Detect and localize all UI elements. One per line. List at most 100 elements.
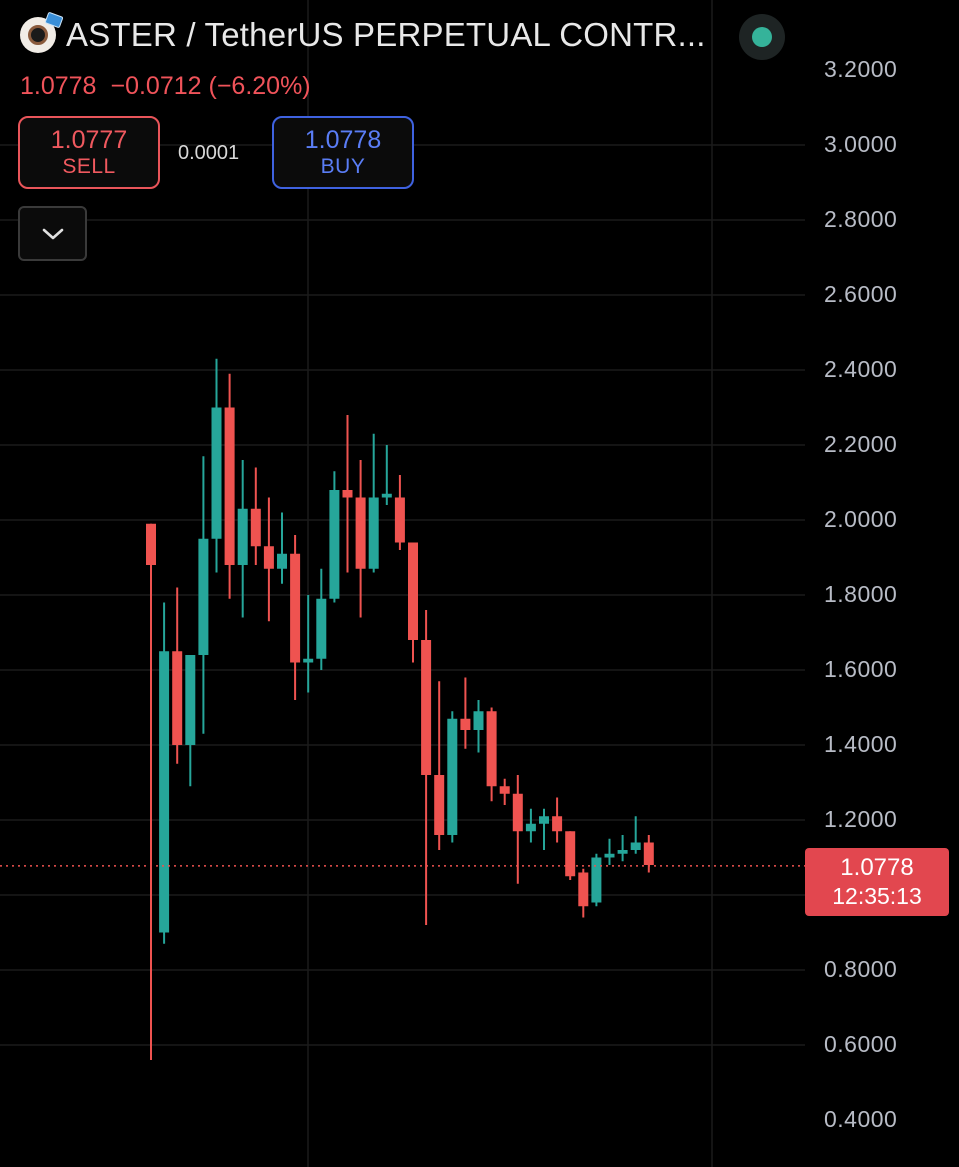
price-axis-label: 2.2000	[824, 431, 898, 457]
candle[interactable]	[630, 816, 641, 854]
collapse-button[interactable]	[18, 206, 87, 261]
candle[interactable]	[525, 808, 536, 843]
candle[interactable]	[512, 775, 523, 884]
candle-body	[604, 853, 615, 858]
candle[interactable]	[643, 835, 654, 873]
candle-body	[316, 598, 327, 659]
candle[interactable]	[447, 711, 458, 843]
price-axis-label: 2.6000	[824, 281, 898, 307]
price-axis-label: 3.2000	[824, 56, 898, 82]
candle-body	[303, 658, 314, 663]
price-axis-label: 2.8000	[824, 206, 898, 232]
symbol-header[interactable]: ASTER / TetherUS PERPETUAL CONTR...	[20, 11, 706, 54]
sell-button[interactable]: 1.0777 SELL	[18, 116, 160, 189]
candle-body	[447, 718, 458, 835]
candle-body	[368, 497, 379, 569]
last-price: 1.0778	[20, 72, 97, 100]
price-axis-label: 1.8000	[824, 581, 898, 607]
candle-body	[643, 842, 654, 865]
candle-body	[342, 490, 353, 498]
price-change-line: 1.0778 −0.0712 (−6.20%)	[20, 72, 311, 101]
candle-body	[539, 816, 549, 824]
candle[interactable]	[250, 467, 261, 566]
price-axis-label: 1.4000	[824, 731, 898, 757]
candle[interactable]	[394, 475, 405, 550]
candle[interactable]	[565, 831, 576, 880]
candle-body	[381, 493, 392, 498]
sell-price: 1.0777	[50, 125, 128, 154]
candle[interactable]	[159, 602, 170, 944]
candle-body	[473, 711, 484, 730]
candle-body	[434, 775, 445, 835]
candle-body	[617, 850, 628, 854]
candle[interactable]	[198, 456, 209, 734]
candle[interactable]	[434, 681, 445, 850]
market-status-button[interactable]	[739, 14, 785, 60]
candle[interactable]	[368, 433, 379, 573]
current-price-value: 1.0778	[840, 854, 914, 881]
candle-body	[394, 497, 405, 543]
candle-body	[277, 553, 287, 569]
chevron-down-icon	[42, 228, 63, 239]
candle[interactable]	[146, 523, 156, 1060]
candle[interactable]	[578, 868, 589, 918]
candle-body	[460, 718, 471, 730]
candle[interactable]	[316, 568, 327, 670]
candle-body	[355, 497, 366, 569]
sell-label: SELL	[62, 154, 116, 178]
candle-body	[552, 816, 563, 832]
candle[interactable]	[460, 677, 471, 749]
candle-body	[565, 831, 576, 877]
candle-body	[198, 538, 209, 655]
candle[interactable]	[355, 460, 366, 618]
candle[interactable]	[617, 835, 628, 862]
candle[interactable]	[408, 542, 418, 663]
candle[interactable]	[552, 797, 563, 843]
candle[interactable]	[473, 700, 484, 753]
candle[interactable]	[263, 497, 274, 622]
candle-body	[159, 651, 170, 933]
candle-body	[499, 786, 510, 794]
candle[interactable]	[224, 373, 235, 599]
candle-body	[146, 523, 156, 565]
candle[interactable]	[342, 415, 353, 573]
candle-body	[263, 546, 274, 569]
candle[interactable]	[604, 838, 615, 865]
spread-value: 0.0001	[178, 142, 240, 164]
market-status-dot-icon	[752, 27, 772, 47]
price-axis-label: 1.6000	[824, 656, 898, 682]
candle-body	[591, 857, 602, 903]
candle[interactable]	[499, 778, 510, 805]
candle[interactable]	[277, 512, 287, 584]
candle[interactable]	[329, 471, 340, 603]
candle[interactable]	[381, 445, 392, 505]
candle[interactable]	[421, 610, 432, 925]
candle-body	[211, 407, 222, 539]
candle[interactable]	[486, 707, 497, 802]
price-axis-label: 2.0000	[824, 506, 898, 532]
buy-price: 1.0778	[304, 125, 382, 154]
candle[interactable]	[211, 358, 222, 573]
candle[interactable]	[172, 587, 183, 764]
price-axis-label: 0.6000	[824, 1031, 898, 1057]
candle-body	[486, 711, 497, 787]
candle[interactable]	[539, 808, 549, 850]
buy-button[interactable]: 1.0778 BUY	[272, 116, 414, 189]
candle[interactable]	[290, 535, 301, 700]
price-axis-label: 1.2000	[824, 806, 898, 832]
symbol-title[interactable]: ASTER / TetherUS PERPETUAL CONTR...	[66, 16, 706, 53]
candle-body	[421, 640, 432, 775]
candle-body	[525, 823, 536, 832]
price-change-abs: −0.0712 (−6.20%)	[110, 72, 311, 100]
candle-body	[408, 542, 418, 640]
candle[interactable]	[185, 655, 196, 787]
candle[interactable]	[237, 460, 248, 618]
aster-logo-icon	[20, 11, 64, 53]
candle-body	[250, 508, 261, 547]
candle[interactable]	[303, 595, 314, 693]
price-axis-label: 0.8000	[824, 956, 898, 982]
candle-body	[224, 407, 235, 565]
candle-body	[237, 508, 248, 565]
candle-body	[290, 553, 301, 663]
candle[interactable]	[591, 853, 602, 907]
